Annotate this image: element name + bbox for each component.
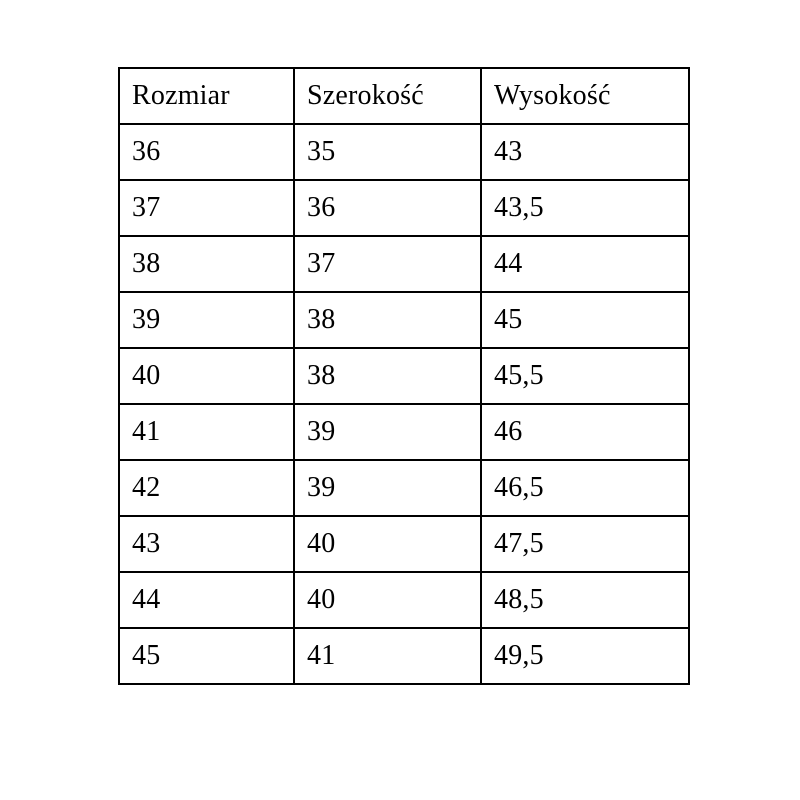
table-body: 36 35 43 37 36 43,5 38 37 44 39 38 45 40: [118, 123, 690, 685]
table-row: 38 37 44: [118, 235, 690, 293]
size-chart-table: Rozmiar Szerokość Wysokość 36 35 43 37 3…: [118, 67, 690, 685]
cell-wysokosc: 43,5: [480, 179, 690, 237]
cell-rozmiar: 41: [118, 403, 295, 461]
cell-rozmiar: 40: [118, 347, 295, 405]
cell-szerokosc: 41: [293, 627, 482, 685]
cell-wysokosc: 43: [480, 123, 690, 181]
table-header: Rozmiar Szerokość Wysokość: [118, 67, 690, 125]
cell-rozmiar: 39: [118, 291, 295, 349]
column-header-wysokosc: Wysokość: [480, 67, 690, 125]
table-row: 43 40 47,5: [118, 515, 690, 573]
cell-rozmiar: 43: [118, 515, 295, 573]
cell-szerokosc: 35: [293, 123, 482, 181]
column-header-szerokosc: Szerokość: [293, 67, 482, 125]
column-header-rozmiar: Rozmiar: [118, 67, 295, 125]
table-row: 39 38 45: [118, 291, 690, 349]
table-row: 45 41 49,5: [118, 627, 690, 685]
cell-szerokosc: 39: [293, 459, 482, 517]
cell-szerokosc: 39: [293, 403, 482, 461]
cell-rozmiar: 44: [118, 571, 295, 629]
cell-szerokosc: 36: [293, 179, 482, 237]
cell-rozmiar: 38: [118, 235, 295, 293]
cell-wysokosc: 45: [480, 291, 690, 349]
cell-wysokosc: 45,5: [480, 347, 690, 405]
cell-rozmiar: 45: [118, 627, 295, 685]
table-row: 40 38 45,5: [118, 347, 690, 405]
cell-wysokosc: 44: [480, 235, 690, 293]
cell-wysokosc: 48,5: [480, 571, 690, 629]
table-row: 44 40 48,5: [118, 571, 690, 629]
table-row: 37 36 43,5: [118, 179, 690, 237]
cell-wysokosc: 46,5: [480, 459, 690, 517]
table-row: 36 35 43: [118, 123, 690, 181]
cell-rozmiar: 37: [118, 179, 295, 237]
cell-rozmiar: 36: [118, 123, 295, 181]
cell-szerokosc: 37: [293, 235, 482, 293]
cell-wysokosc: 47,5: [480, 515, 690, 573]
table-header-row: Rozmiar Szerokość Wysokość: [118, 67, 690, 125]
cell-wysokosc: 46: [480, 403, 690, 461]
cell-szerokosc: 38: [293, 347, 482, 405]
cell-szerokosc: 40: [293, 515, 482, 573]
size-chart-container: Rozmiar Szerokość Wysokość 36 35 43 37 3…: [118, 67, 690, 685]
table-row: 42 39 46,5: [118, 459, 690, 517]
cell-szerokosc: 38: [293, 291, 482, 349]
table-row: 41 39 46: [118, 403, 690, 461]
cell-szerokosc: 40: [293, 571, 482, 629]
cell-wysokosc: 49,5: [480, 627, 690, 685]
cell-rozmiar: 42: [118, 459, 295, 517]
